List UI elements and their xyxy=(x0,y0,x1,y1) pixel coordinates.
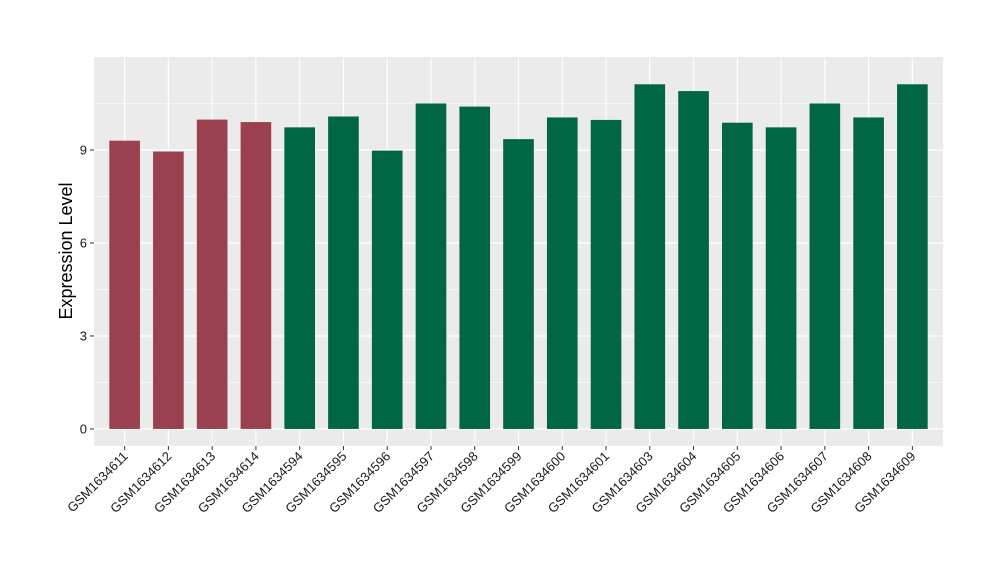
bar-GSM1634607 xyxy=(809,103,841,429)
bars xyxy=(109,84,928,429)
bar-GSM1634613 xyxy=(196,119,228,429)
y-axis-title: Expression Level xyxy=(56,182,76,319)
y-tick-label: 0 xyxy=(80,421,87,436)
bar-GSM1634597 xyxy=(415,103,447,429)
bar-GSM1634609 xyxy=(897,84,928,429)
bar-GSM1634599 xyxy=(503,139,534,429)
bar-GSM1634604 xyxy=(678,91,709,429)
bar-GSM1634612 xyxy=(153,151,184,429)
y-tick-label: 3 xyxy=(80,328,87,343)
bar-GSM1634608 xyxy=(853,117,884,429)
y-tick-label: 6 xyxy=(80,235,87,250)
bar-GSM1634606 xyxy=(765,127,797,429)
bar-GSM1634594 xyxy=(284,127,316,429)
y-tick-label: 9 xyxy=(80,142,87,157)
bar-GSM1634595 xyxy=(328,116,359,429)
y-axis: 0 3 6 9 xyxy=(80,142,94,436)
x-axis: GSM1634611GSM1634612GSM1634613GSM1634614… xyxy=(64,446,918,516)
bar-GSM1634596 xyxy=(371,150,403,429)
bar-GSM1634598 xyxy=(459,106,491,429)
bar-GSM1634600 xyxy=(546,117,578,429)
bar-GSM1634611 xyxy=(109,140,140,429)
bar-GSM1634605 xyxy=(721,122,753,429)
bar-GSM1634603 xyxy=(634,84,666,429)
bar-GSM1634601 xyxy=(590,119,622,429)
bar-GSM1634614 xyxy=(240,122,272,429)
